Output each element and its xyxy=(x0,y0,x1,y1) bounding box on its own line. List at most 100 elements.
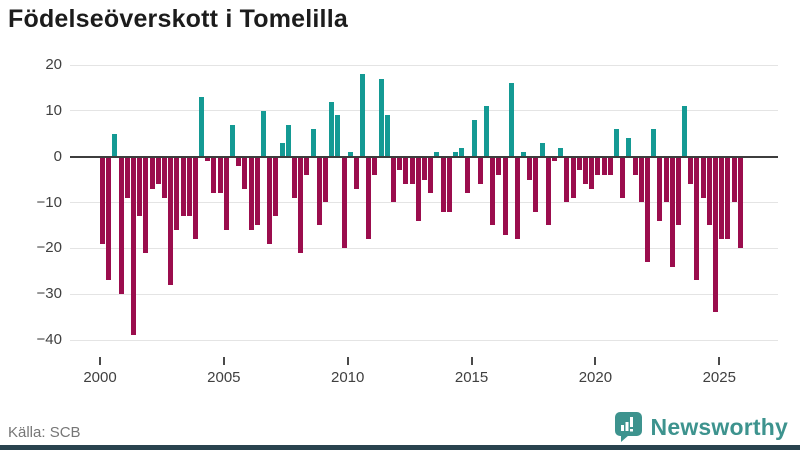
bar-positive xyxy=(384,115,390,157)
bar-negative xyxy=(180,156,186,217)
newsworthy-wordmark: Newsworthy xyxy=(650,413,788,440)
bar-negative xyxy=(403,156,409,185)
newsworthy-logo-icon xyxy=(614,411,644,443)
bar-negative xyxy=(106,156,112,281)
bar-negative xyxy=(223,156,229,230)
bar-negative xyxy=(719,156,725,240)
bar-negative xyxy=(248,156,254,230)
bar-positive xyxy=(508,83,514,157)
bar-negative xyxy=(118,156,124,295)
bar-negative xyxy=(254,156,260,226)
newsworthy-logo: Newsworthy xyxy=(614,411,788,443)
bar-negative xyxy=(545,156,551,226)
bar-negative xyxy=(161,156,167,198)
bar-negative xyxy=(322,156,328,203)
bar-negative xyxy=(737,156,743,249)
bottom-accent-bar xyxy=(0,445,800,450)
gridline xyxy=(70,293,778,295)
bar-negative xyxy=(316,156,322,226)
bar-negative xyxy=(372,156,378,175)
bar-negative xyxy=(217,156,223,194)
bar-negative xyxy=(713,156,719,313)
bar-negative xyxy=(465,156,471,194)
bar-positive xyxy=(434,152,440,157)
bar-negative xyxy=(533,156,539,212)
x-tick-label: 2025 xyxy=(702,369,736,386)
y-tick-label: 10 xyxy=(45,101,62,119)
bar-negative xyxy=(620,156,626,198)
bar-positive xyxy=(483,106,489,157)
bar-negative xyxy=(397,156,403,171)
bar-negative xyxy=(583,156,589,185)
bar-negative xyxy=(514,156,520,240)
bar-negative xyxy=(663,156,669,203)
bar-negative xyxy=(242,156,248,189)
bar-negative xyxy=(675,156,681,226)
bar-negative xyxy=(490,156,496,226)
y-tick-label: −30 xyxy=(36,285,62,303)
bar-negative xyxy=(570,156,576,198)
bar-negative xyxy=(576,156,582,171)
bar-negative xyxy=(669,156,675,267)
bar-negative xyxy=(552,156,558,162)
bar-negative xyxy=(341,156,347,249)
chart-title: Födelseöverskott i Tomelilla xyxy=(8,5,348,33)
bar-negative xyxy=(601,156,607,175)
bar-positive xyxy=(285,124,291,157)
y-tick-label: −10 xyxy=(36,193,62,211)
bar-positive xyxy=(230,124,236,157)
bar-negative xyxy=(409,156,415,185)
bar-negative xyxy=(267,156,273,244)
bar-positive xyxy=(651,129,657,157)
bar-negative xyxy=(607,156,613,175)
bar-positive xyxy=(378,78,384,157)
bar-negative xyxy=(168,156,174,285)
bar-negative xyxy=(632,156,638,175)
x-tick-label: 2015 xyxy=(454,369,489,386)
bar-negative xyxy=(700,156,706,198)
bar-negative xyxy=(174,156,180,230)
bar-positive xyxy=(613,129,619,157)
bar-negative xyxy=(155,156,161,185)
bar-positive xyxy=(459,147,465,157)
bar-positive xyxy=(471,120,477,157)
gridline xyxy=(70,202,778,203)
bar-negative xyxy=(137,156,143,217)
bar-negative xyxy=(477,156,483,185)
bar-negative xyxy=(428,156,434,194)
bar-negative xyxy=(725,156,731,240)
bar-negative xyxy=(589,156,595,189)
bar-negative xyxy=(143,156,149,253)
bar-negative xyxy=(130,156,136,336)
bar-positive xyxy=(626,138,632,157)
bar-positive xyxy=(682,106,688,157)
bar-negative xyxy=(731,156,737,203)
bar-negative xyxy=(353,156,359,189)
bar-negative xyxy=(415,156,421,221)
y-tick-label: −20 xyxy=(36,239,62,257)
bar-negative xyxy=(298,156,304,253)
bar-positive xyxy=(279,142,285,157)
bar-negative xyxy=(124,156,130,198)
x-tick-label: 2010 xyxy=(331,369,365,386)
bar-negative xyxy=(644,156,650,263)
x-tick-label: 2020 xyxy=(578,369,613,386)
y-tick-label: 0 xyxy=(53,147,62,165)
bar-positive xyxy=(335,115,341,157)
bar-negative xyxy=(657,156,663,221)
x-tick-mark xyxy=(99,357,101,365)
bar-positive xyxy=(329,101,335,157)
x-tick-mark xyxy=(222,357,225,365)
bar-negative xyxy=(100,156,105,244)
bar-positive xyxy=(112,133,118,157)
bar-negative xyxy=(706,156,712,226)
bar-negative xyxy=(205,156,211,162)
bar-negative xyxy=(391,156,397,203)
x-tick-mark xyxy=(470,357,473,365)
bar-negative xyxy=(186,156,192,217)
x-tick-mark xyxy=(594,357,597,365)
x-tick-label: 2005 xyxy=(207,369,241,386)
bar-negative xyxy=(192,156,198,240)
bar-negative xyxy=(694,156,700,281)
